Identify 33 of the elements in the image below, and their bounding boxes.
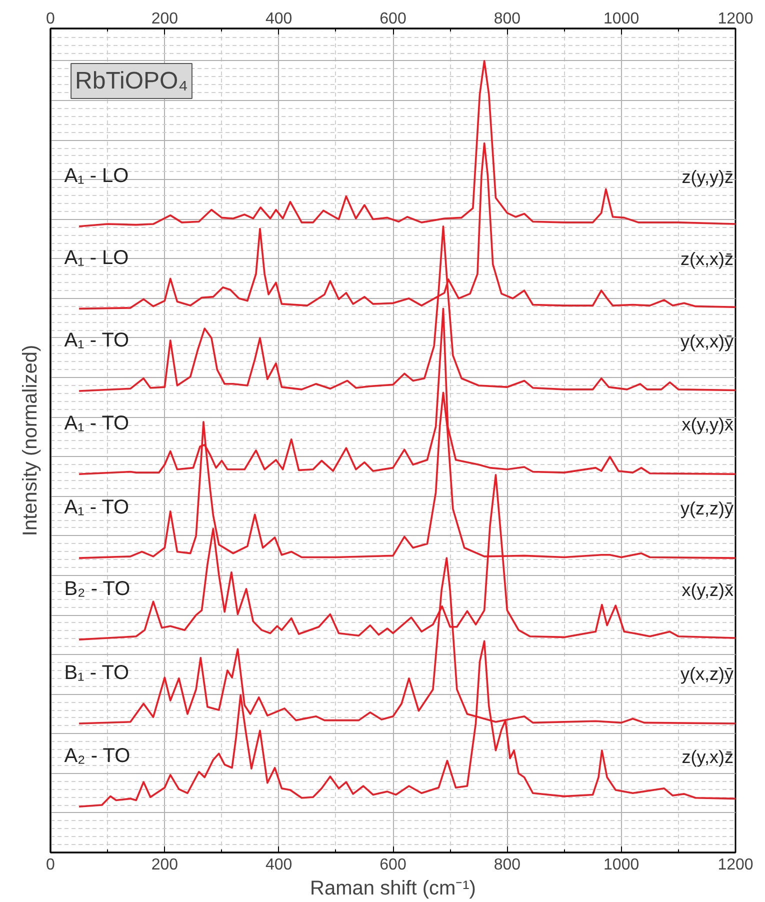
x2-tick-label: 200 (151, 856, 178, 874)
series-label: A₁ - TO (64, 412, 130, 435)
chart-title: RbTiOPO₄ (75, 68, 188, 95)
x2-tick-label: 400 (265, 856, 292, 874)
series-label: A₁ - TO (64, 496, 130, 518)
x-tick-label: 400 (265, 10, 292, 28)
annotation: z(x,x)z̄ (680, 249, 734, 270)
annotation: y(x,x)ȳ (680, 331, 734, 352)
x2-tick-label: 0 (46, 856, 56, 874)
x-tick-label: 200 (151, 10, 178, 28)
series-label: A₂ - TO (64, 745, 130, 768)
annotation: x(y,y)x̄ (682, 414, 734, 435)
x-axis-title: Raman shift (cm⁻¹) (310, 878, 476, 900)
x-tick-label: 800 (494, 10, 521, 28)
annotation: x(y,z)x̄ (682, 580, 734, 600)
annotation: y(x,z)ȳ (680, 664, 734, 684)
x-tick-label: 0 (46, 10, 56, 28)
y-axis-title: Intensity (normalized) (20, 344, 42, 536)
x-tick-label: 1000 (604, 10, 640, 28)
series-label: A₁ - LO (64, 247, 129, 270)
annotation: z(y,x)z̄ (682, 747, 734, 768)
x2-tick-label: 1200 (718, 856, 754, 874)
x2-tick-label: 800 (494, 856, 521, 874)
x2-tick-label: 1000 (604, 856, 640, 874)
series-label: A₁ - TO (64, 329, 130, 352)
x-tick-label: 600 (380, 10, 406, 28)
x-tick-label: 1200 (718, 10, 754, 28)
x2-tick-label: 600 (380, 856, 406, 874)
annotation: z(y,y)z̄ (682, 166, 734, 187)
series-label: B₂ - TO (64, 578, 130, 600)
series-label: B₁ - TO (64, 662, 130, 684)
annotation: y(z,z)ȳ (680, 498, 734, 518)
series-label: A₁ - LO (64, 164, 129, 187)
